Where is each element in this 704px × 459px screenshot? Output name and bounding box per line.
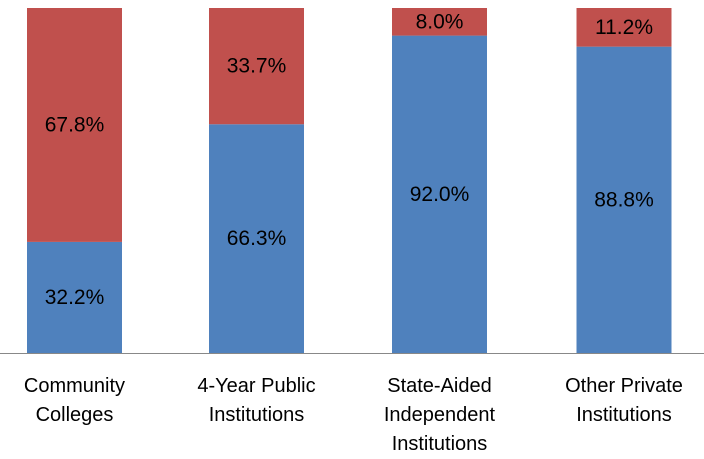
bar-segment xyxy=(576,46,672,353)
data-label: 92.0% xyxy=(410,183,470,206)
x-tick-label: State-Aided Independent Institutions xyxy=(383,375,496,455)
data-label: 11.2% xyxy=(595,16,653,39)
data-label: 8.0% xyxy=(416,10,464,33)
data-label: 88.8% xyxy=(594,188,654,211)
data-label: 33.7% xyxy=(227,55,287,78)
bar-segment xyxy=(209,124,304,353)
data-label: 66.3% xyxy=(227,227,287,250)
bar-segment xyxy=(576,8,672,47)
bar-segment xyxy=(27,241,122,353)
data-label: 67.8% xyxy=(45,114,105,137)
bar-segment xyxy=(392,8,487,36)
x-tick-label: Other Private Institutions xyxy=(565,375,683,426)
bar-segment xyxy=(27,8,122,242)
bar-segment xyxy=(392,35,487,353)
x-tick-label: Community Colleges xyxy=(23,375,126,426)
bar-segment xyxy=(209,8,304,125)
x-tick-label: 4-Year Public Institutions xyxy=(197,375,316,426)
data-label: 32.2% xyxy=(45,286,105,309)
